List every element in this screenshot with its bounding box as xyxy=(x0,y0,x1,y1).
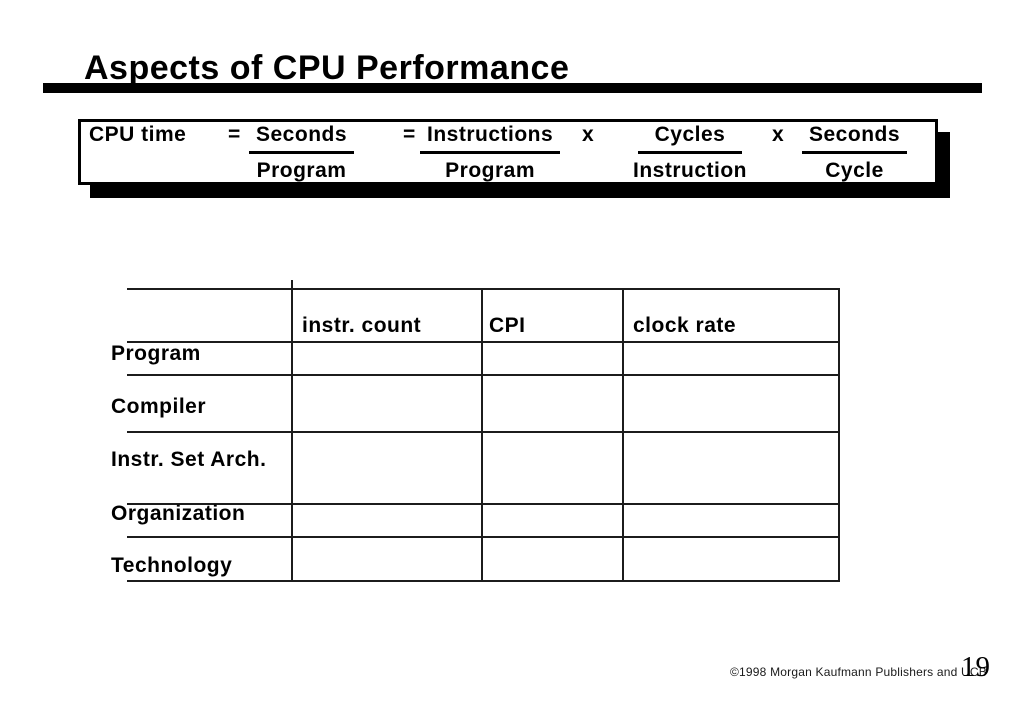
row-label-program: Program xyxy=(111,342,201,365)
equals-sign: = xyxy=(228,123,241,146)
equals-sign: = xyxy=(403,123,416,146)
row-label-organization: Organization xyxy=(111,502,246,525)
table-vline xyxy=(291,280,293,582)
fraction-denominator: Instruction xyxy=(633,159,747,182)
column-header-cpi: CPI xyxy=(489,314,526,337)
column-header-instr-count: instr. count xyxy=(302,314,422,337)
multiply-sign: x xyxy=(582,123,595,146)
row-label-instr-set-arch: Instr. Set Arch. xyxy=(111,448,267,471)
row-label-compiler: Compiler xyxy=(111,395,207,418)
fraction-denominator: Program xyxy=(256,159,347,182)
table-vline xyxy=(481,288,483,582)
fraction-numerator: Seconds xyxy=(802,124,908,154)
table-hline xyxy=(127,536,840,538)
table-vline xyxy=(838,288,840,582)
table-vline xyxy=(622,288,624,582)
fraction-cycles-per-instruction: Cycles Instruction xyxy=(633,124,747,181)
table-hline xyxy=(127,431,840,433)
equation-lhs: CPU time xyxy=(89,123,187,146)
fraction-numerator: Seconds xyxy=(249,124,355,154)
fraction-denominator: Cycle xyxy=(825,159,884,182)
table-hline xyxy=(127,288,840,290)
fraction-numerator: Cycles xyxy=(637,124,743,154)
table-hline xyxy=(127,580,840,582)
fraction-seconds-per-program: Seconds Program xyxy=(249,124,355,182)
fraction-numerator: Instructions xyxy=(420,124,561,154)
multiply-sign: x xyxy=(772,123,785,146)
fraction-instructions-per-program: Instructions Program xyxy=(420,124,561,182)
table-hline xyxy=(127,341,840,343)
title-rule xyxy=(43,83,982,93)
row-label-technology: Technology xyxy=(111,554,233,577)
fraction-seconds-per-cycle: Seconds Cycle xyxy=(802,124,908,182)
table-hline xyxy=(127,374,840,376)
table-hline xyxy=(127,503,840,505)
fraction-denominator: Program xyxy=(445,159,536,182)
column-header-clock-rate: clock rate xyxy=(633,314,737,337)
page-title: Aspects of CPU Performance xyxy=(84,48,570,87)
page-number: 19 xyxy=(961,651,990,683)
footer-copyright: ©1998 Morgan Kaufmann Publishers and UCB xyxy=(730,665,987,679)
cpu-time-equation-box: CPU time = Seconds Program = Instruction… xyxy=(78,119,938,185)
performance-factors-table: instr. count CPI clock rate Program Comp… xyxy=(111,280,840,582)
